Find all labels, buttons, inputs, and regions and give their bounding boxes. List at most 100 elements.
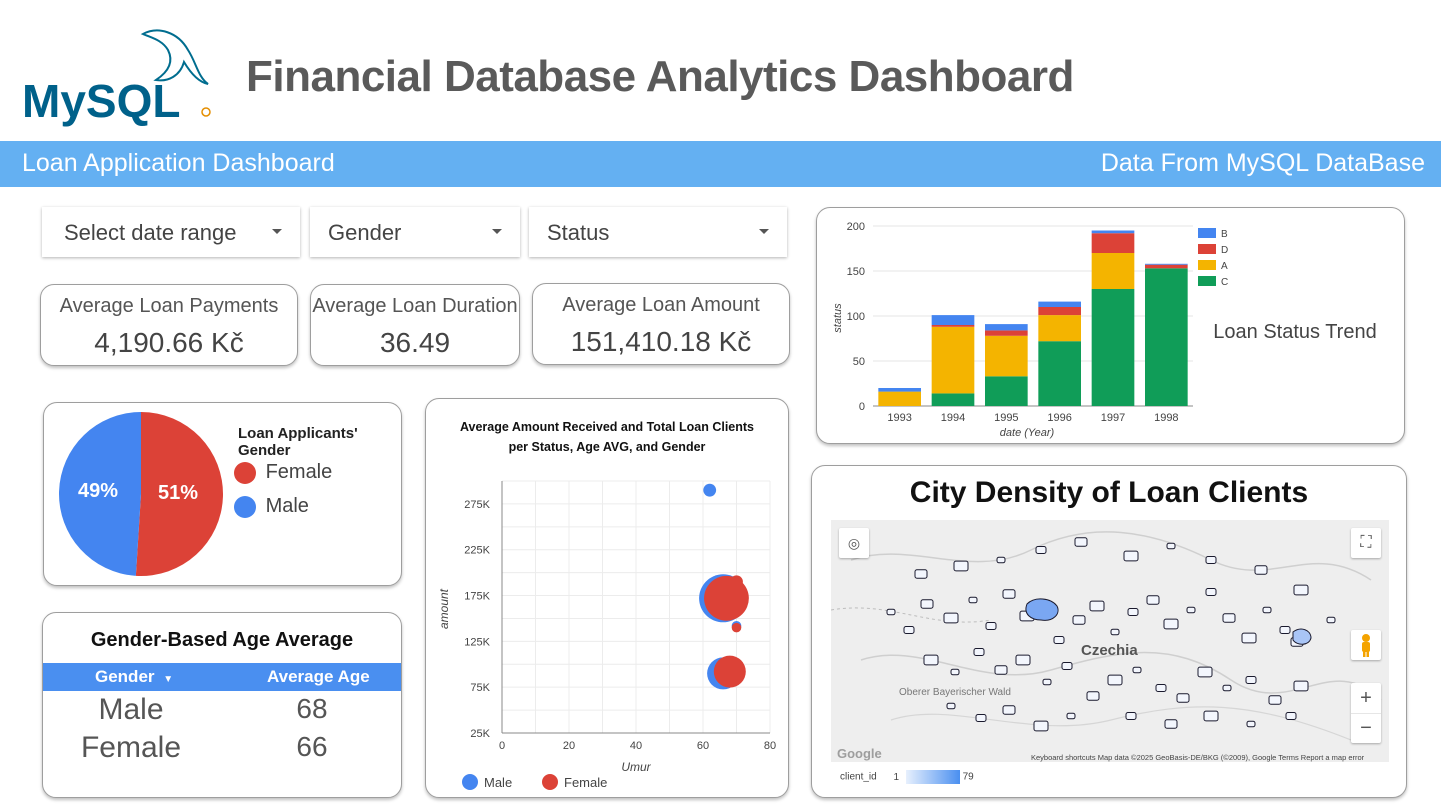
cell-gender: Female xyxy=(80,731,182,764)
y-tick-label: 150 xyxy=(847,266,865,278)
pie-label-female: 51% xyxy=(158,482,198,504)
map-view[interactable]: Czechia Oberer Bayerischer Wald Google K… xyxy=(831,520,1389,762)
city-area xyxy=(1033,720,1049,732)
map-region-label: Oberer Bayerischer Wald xyxy=(899,687,1011,698)
legend-dot-female xyxy=(542,774,558,790)
x-tick-label: 40 xyxy=(630,740,642,752)
y-tick-label: 275K xyxy=(464,499,490,511)
y-tick-label: 75K xyxy=(470,682,490,694)
chevron-down-icon xyxy=(759,229,769,234)
city-area xyxy=(1176,693,1190,703)
city-area xyxy=(1132,666,1142,674)
bar-segment-b xyxy=(878,388,921,392)
city-area xyxy=(1155,684,1167,692)
bubble-title-line2: per Status, Age AVG, and Gender xyxy=(509,440,706,454)
status-dropdown[interactable]: Status xyxy=(529,207,787,257)
city-area xyxy=(1203,710,1219,722)
city-area xyxy=(1293,584,1309,596)
y-tick-label: 50 xyxy=(853,356,865,368)
bar-segment-c xyxy=(1038,341,1081,406)
bubble-female xyxy=(704,575,749,621)
gender-dropdown[interactable]: Gender xyxy=(310,207,520,257)
map-country-label: Czechia xyxy=(1081,642,1138,659)
fullscreen-icon: ⛶ xyxy=(1360,534,1372,551)
cell-age: 66 xyxy=(296,731,328,762)
kpi-value: 4,190.66 Kč xyxy=(94,327,244,358)
city-area xyxy=(1268,695,1282,705)
location-pin-button[interactable]: ◎ xyxy=(839,528,869,558)
city-area xyxy=(1042,678,1052,686)
legend-dot-male xyxy=(234,495,256,518)
legend-label-female: Female xyxy=(564,775,607,790)
city-area xyxy=(968,596,978,604)
zoom-out-button[interactable]: − xyxy=(1351,713,1381,744)
x-tick-label: 1994 xyxy=(941,412,965,424)
date-range-dropdown[interactable]: Select date range xyxy=(42,207,300,257)
logo-text: MySQL xyxy=(22,75,180,127)
city-area xyxy=(985,622,997,630)
map-legend: client_id 1 79 xyxy=(840,770,974,784)
cell-age: 68 xyxy=(296,693,328,724)
bar-segment-d xyxy=(931,325,975,327)
city-area xyxy=(950,668,960,676)
legend-item-male: Male xyxy=(234,495,309,518)
city-area xyxy=(1089,600,1105,612)
kpi-card-duration: Average Loan Duration 36.49 xyxy=(310,284,520,366)
map-canvas: Czechia Oberer Bayerischer Wald Google K… xyxy=(831,531,1382,762)
status-trend-chart: 200 150 100 50 0 1993 1994 1995 1996 1997 1998 st… xyxy=(832,221,1377,439)
map-attribution: Keyboard shortcuts Map data ©2025 GeoBas… xyxy=(1031,753,1365,762)
gender-pie-card: 51% 49% Loan Applicants' Gender Female M… xyxy=(43,402,402,586)
city-area xyxy=(1035,546,1047,554)
bar-segment-c xyxy=(985,376,1028,406)
bar-segment-d xyxy=(1091,233,1135,253)
legend-item-female: Female xyxy=(234,461,332,484)
page-title: Financial Database Analytics Dashboard xyxy=(246,52,1074,101)
column-header-age[interactable]: Average Age xyxy=(267,667,370,686)
legend-label-male: Male xyxy=(265,495,309,518)
pie-label-male: 49% xyxy=(78,480,118,502)
legend-label-d: D xyxy=(1221,245,1228,256)
city-area xyxy=(1002,705,1016,715)
bubble-y-label: amount xyxy=(437,588,451,629)
bar-segment-a xyxy=(985,335,1028,377)
legend-label-c: C xyxy=(1221,277,1228,288)
legend-dot-female xyxy=(234,461,256,484)
fullscreen-button[interactable]: ⛶ xyxy=(1351,528,1381,558)
mysql-logo: MySQL xyxy=(18,22,218,132)
city-area xyxy=(1166,542,1176,550)
zoom-in-button[interactable]: + xyxy=(1351,683,1381,713)
city-area xyxy=(1241,632,1257,644)
legend-label-b: B xyxy=(1221,229,1228,240)
city-area xyxy=(1127,608,1139,616)
city-area xyxy=(1002,589,1016,599)
bar-segment-c xyxy=(931,393,975,406)
city-area xyxy=(973,648,985,656)
bar-segment-b xyxy=(931,315,975,325)
city-area-dense xyxy=(1292,628,1312,645)
status-chart-title: Loan Status Trend xyxy=(1213,321,1376,343)
map-title: City Density of Loan Clients xyxy=(909,476,1309,509)
legend-swatch-d xyxy=(1198,244,1216,254)
column-header-gender[interactable]: Gender ▼ xyxy=(95,667,173,687)
y-tick-label: 125K xyxy=(464,636,490,648)
banner-left-label: Loan Application Dashboard xyxy=(22,149,335,177)
pie-slice-male xyxy=(58,412,141,576)
bar-segment-b xyxy=(1038,301,1081,307)
x-tick-label: 1993 xyxy=(887,412,911,424)
city-area xyxy=(903,626,915,634)
street-view-pegman[interactable] xyxy=(1351,630,1381,660)
city-area xyxy=(923,654,939,666)
city-area xyxy=(1163,618,1179,630)
kpi-value: 36.49 xyxy=(379,327,451,358)
bubble-female xyxy=(713,655,746,688)
city-area xyxy=(1197,666,1213,678)
x-tick-label: 0 xyxy=(499,740,505,752)
pie-slice-female xyxy=(135,412,223,576)
bar-segment-d xyxy=(985,330,1028,336)
city-area xyxy=(943,612,959,624)
city-area xyxy=(1222,613,1236,623)
bubble-chart-card: Average Amount Received and Total Loan C… xyxy=(425,398,789,798)
city-area xyxy=(1262,606,1272,614)
city-area xyxy=(1053,636,1065,644)
bar-segment-c xyxy=(1145,268,1188,406)
